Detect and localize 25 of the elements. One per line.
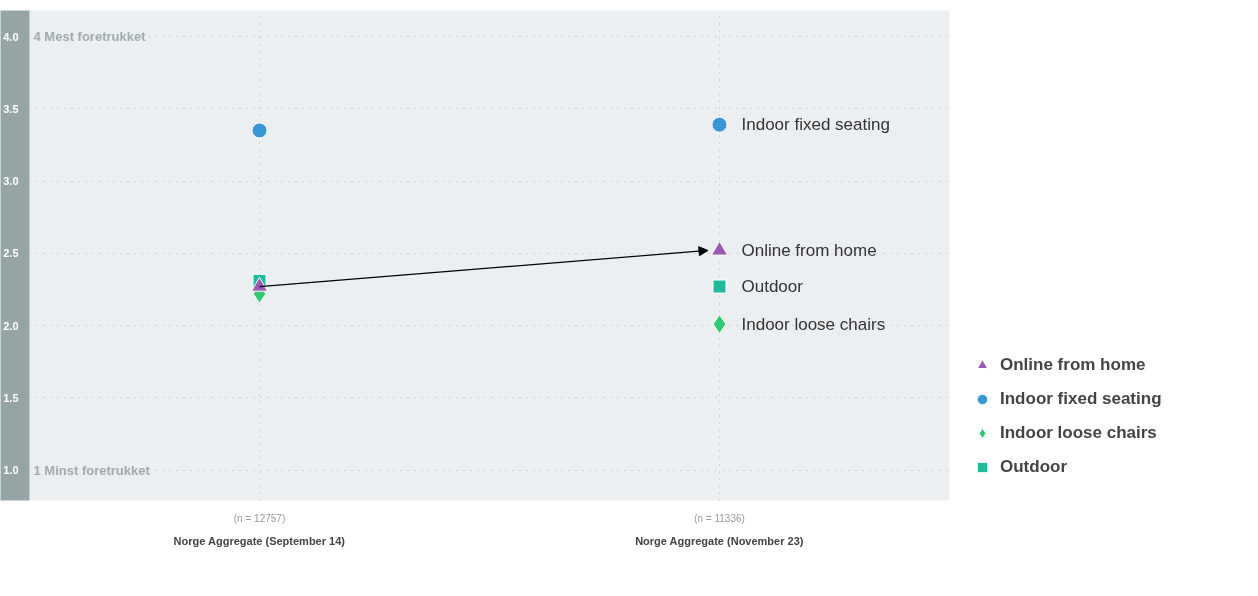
- annotation: 1 Minst foretrukket: [33, 462, 151, 478]
- x-tick-label: Norge Aggregate (September 14): [173, 534, 346, 547]
- y-tick-label: 3.0: [3, 175, 19, 188]
- y-tick-label: 2.0: [3, 319, 19, 332]
- text: Indoor fixed seating: [741, 115, 890, 135]
- x-tick-label: Norge Aggregate (November 23): [635, 534, 804, 547]
- legend-label: Outdoor: [1000, 457, 1068, 477]
- y-tick-label: 1.0: [3, 464, 19, 477]
- point: [712, 279, 727, 294]
- y-tick-label: 1.5: [3, 391, 19, 404]
- point: [711, 116, 728, 133]
- text: Outdoor: [741, 277, 803, 297]
- legend-label: Indoor fixed seating: [1000, 389, 1162, 409]
- annotation: 4 Mest foretrukket: [33, 29, 147, 45]
- text: Indoor loose chairs: [741, 314, 886, 334]
- text: (n = 11336): [694, 512, 745, 524]
- legend-label: Indoor loose chairs: [1000, 423, 1157, 443]
- point: [712, 314, 727, 335]
- y-tick-label: 2.5: [3, 247, 19, 260]
- y-tick-label: 4.0: [3, 30, 19, 43]
- point: [251, 122, 268, 139]
- legend-label: Online from home: [1000, 355, 1146, 375]
- text: (n = 12757): [233, 512, 286, 524]
- y-tick-label: 3.5: [3, 102, 19, 115]
- text: Online from home: [741, 240, 877, 260]
